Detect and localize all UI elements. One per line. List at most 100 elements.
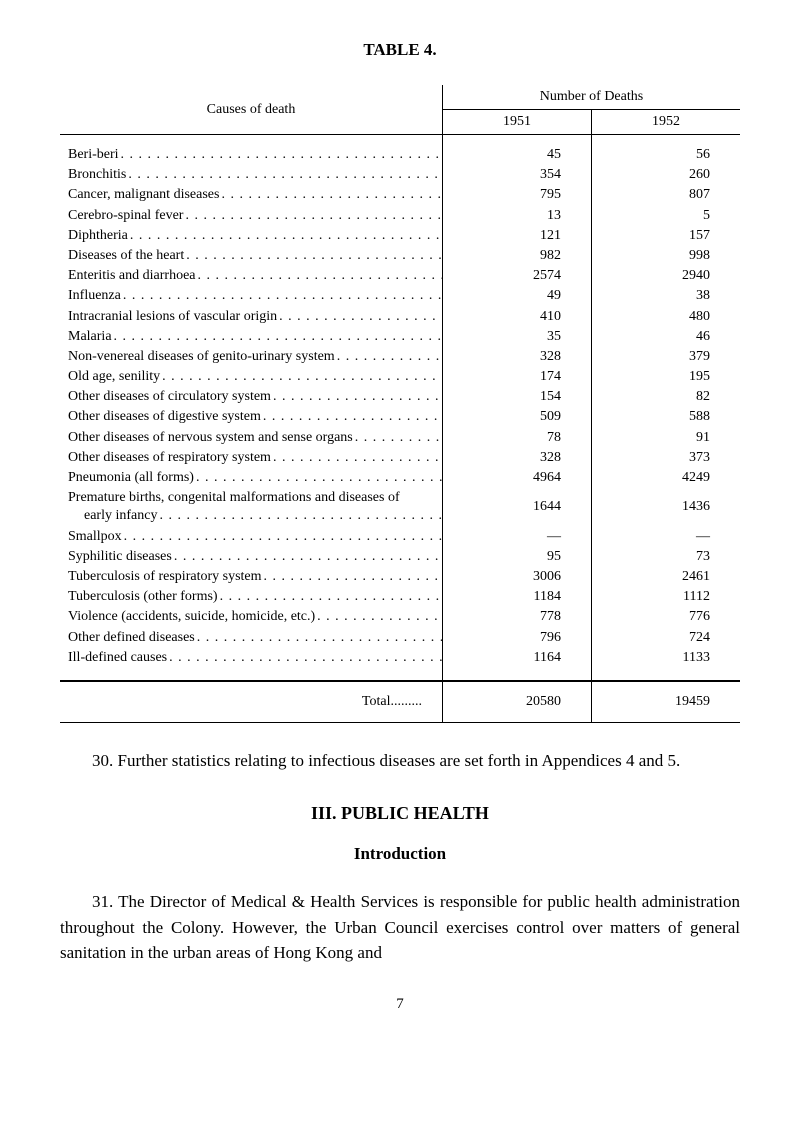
value-1952: 157 xyxy=(592,226,741,246)
cause-cell: Ill-defined causes . . . . . . . . . . .… xyxy=(60,648,443,668)
value-1951: 95 xyxy=(443,547,592,567)
value-1951: 410 xyxy=(443,307,592,327)
value-1952: 38 xyxy=(592,286,741,306)
table-row: Old age, senility . . . . . . . . . . . … xyxy=(60,367,740,387)
value-1951: 778 xyxy=(443,607,592,627)
cause-cell: Smallpox . . . . . . . . . . . . . . . .… xyxy=(60,527,443,547)
value-1952: 480 xyxy=(592,307,741,327)
table-row: Premature births, congenital malformatio… xyxy=(60,488,740,526)
value-1951: 49 xyxy=(443,286,592,306)
total-1951: 20580 xyxy=(443,681,592,723)
value-1952: 379 xyxy=(592,347,741,367)
cause-cell: Old age, senility . . . . . . . . . . . … xyxy=(60,367,443,387)
value-1951: 509 xyxy=(443,407,592,427)
table-row: Beri-beri . . . . . . . . . . . . . . . … xyxy=(60,145,740,165)
value-1952: 73 xyxy=(592,547,741,567)
table-row: Diphtheria . . . . . . . . . . . . . . .… xyxy=(60,226,740,246)
cause-cell: Beri-beri . . . . . . . . . . . . . . . … xyxy=(60,145,443,165)
table-row: Syphilitic diseases . . . . . . . . . . … xyxy=(60,547,740,567)
table-row: Other defined diseases . . . . . . . . .… xyxy=(60,628,740,648)
table-row: Cerebro-spinal fever . . . . . . . . . .… xyxy=(60,206,740,226)
table-row: Influenza . . . . . . . . . . . . . . . … xyxy=(60,286,740,306)
paragraph-30: 30. Further statistics relating to infec… xyxy=(60,748,740,774)
table-row: Other diseases of digestive system . . .… xyxy=(60,407,740,427)
value-1951: 982 xyxy=(443,246,592,266)
header-year-1952: 1952 xyxy=(592,110,741,135)
table-row: Bronchitis . . . . . . . . . . . . . . .… xyxy=(60,165,740,185)
value-1952: 82 xyxy=(592,387,741,407)
value-1951: 45 xyxy=(443,145,592,165)
table-row: Tuberculosis of respiratory system . . .… xyxy=(60,567,740,587)
table-row: Other diseases of respiratory system . .… xyxy=(60,448,740,468)
table-row: Other diseases of nervous system and sen… xyxy=(60,428,740,448)
table-row: Tuberculosis (other forms) . . . . . . .… xyxy=(60,587,740,607)
value-1952: 91 xyxy=(592,428,741,448)
value-1951: 1644 xyxy=(443,488,592,526)
cause-cell: Enteritis and diarrhoea . . . . . . . . … xyxy=(60,266,443,286)
table-row: Ill-defined causes . . . . . . . . . . .… xyxy=(60,648,740,668)
value-1952: 807 xyxy=(592,185,741,205)
table-row: Malaria . . . . . . . . . . . . . . . . … xyxy=(60,327,740,347)
cause-cell: Other diseases of circulatory system . .… xyxy=(60,387,443,407)
value-1951: 328 xyxy=(443,347,592,367)
cause-cell: Syphilitic diseases . . . . . . . . . . … xyxy=(60,547,443,567)
deaths-table: Causes of death Number of Deaths 1951 19… xyxy=(60,85,740,723)
section-heading: III. PUBLIC HEALTH xyxy=(60,803,740,824)
cause-cell: Non-venereal diseases of genito-urinary … xyxy=(60,347,443,367)
value-1952: 195 xyxy=(592,367,741,387)
value-1951: 13 xyxy=(443,206,592,226)
subheading-introduction: Introduction xyxy=(60,844,740,864)
cause-cell: Other diseases of digestive system . . .… xyxy=(60,407,443,427)
value-1952: 5 xyxy=(592,206,741,226)
table-row: Smallpox . . . . . . . . . . . . . . . .… xyxy=(60,527,740,547)
table-row: Other diseases of circulatory system . .… xyxy=(60,387,740,407)
value-1952: 46 xyxy=(592,327,741,347)
total-label: Total......... xyxy=(60,681,443,723)
total-row: Total......... 20580 19459 xyxy=(60,681,740,723)
table-row: Violence (accidents, suicide, homicide, … xyxy=(60,607,740,627)
value-1951: 354 xyxy=(443,165,592,185)
cause-cell: Premature births, congenital malformatio… xyxy=(60,488,443,526)
value-1951: 121 xyxy=(443,226,592,246)
value-1951: 1184 xyxy=(443,587,592,607)
header-causes: Causes of death xyxy=(60,85,443,135)
cause-cell: Diseases of the heart . . . . . . . . . … xyxy=(60,246,443,266)
total-1952: 19459 xyxy=(592,681,741,723)
cause-cell: Influenza . . . . . . . . . . . . . . . … xyxy=(60,286,443,306)
value-1952: — xyxy=(592,527,741,547)
cause-cell: Bronchitis . . . . . . . . . . . . . . .… xyxy=(60,165,443,185)
value-1951: 78 xyxy=(443,428,592,448)
value-1951: 35 xyxy=(443,327,592,347)
table-row: Diseases of the heart . . . . . . . . . … xyxy=(60,246,740,266)
value-1951: 1164 xyxy=(443,648,592,668)
value-1951: 3006 xyxy=(443,567,592,587)
table-row: Cancer, malignant diseases . . . . . . .… xyxy=(60,185,740,205)
value-1951: 328 xyxy=(443,448,592,468)
value-1952: 373 xyxy=(592,448,741,468)
cause-cell: Malaria . . . . . . . . . . . . . . . . … xyxy=(60,327,443,347)
value-1952: 2940 xyxy=(592,266,741,286)
value-1952: 4249 xyxy=(592,468,741,488)
value-1952: 724 xyxy=(592,628,741,648)
value-1951: 795 xyxy=(443,185,592,205)
value-1952: 776 xyxy=(592,607,741,627)
value-1952: 998 xyxy=(592,246,741,266)
cause-cell: Intracranial lesions of vascular origin … xyxy=(60,307,443,327)
value-1952: 260 xyxy=(592,165,741,185)
value-1951: 796 xyxy=(443,628,592,648)
cause-cell: Violence (accidents, suicide, homicide, … xyxy=(60,607,443,627)
cause-cell: Tuberculosis of respiratory system . . .… xyxy=(60,567,443,587)
cause-cell: Other diseases of respiratory system . .… xyxy=(60,448,443,468)
table-row: Non-venereal diseases of genito-urinary … xyxy=(60,347,740,367)
cause-cell: Tuberculosis (other forms) . . . . . . .… xyxy=(60,587,443,607)
value-1952: 2461 xyxy=(592,567,741,587)
value-1952: 1112 xyxy=(592,587,741,607)
value-1951: 154 xyxy=(443,387,592,407)
header-deaths: Number of Deaths xyxy=(443,85,741,110)
value-1952: 588 xyxy=(592,407,741,427)
value-1951: 4964 xyxy=(443,468,592,488)
header-year-1951: 1951 xyxy=(443,110,592,135)
value-1952: 1133 xyxy=(592,648,741,668)
cause-cell: Other defined diseases . . . . . . . . .… xyxy=(60,628,443,648)
cause-cell: Other diseases of nervous system and sen… xyxy=(60,428,443,448)
